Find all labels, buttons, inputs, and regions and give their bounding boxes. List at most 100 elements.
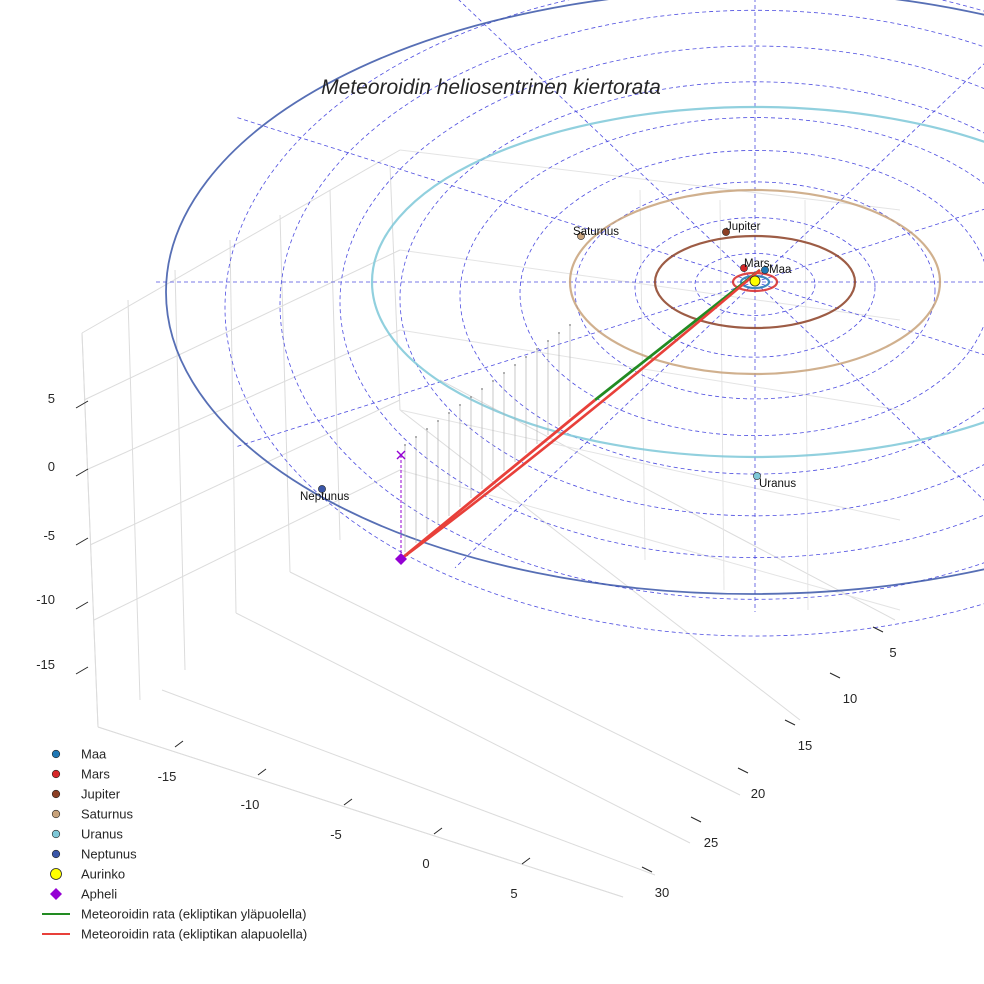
- z-tick-label: -10: [36, 592, 55, 607]
- x-tick-label: -15: [158, 769, 177, 784]
- projection-point: [415, 436, 417, 438]
- wall-grid-line: [229, 239, 237, 614]
- y-tick-label: 20: [751, 786, 765, 801]
- planet-label-neptunus: Neptunus: [300, 491, 349, 503]
- x-tick-mark: [174, 740, 184, 748]
- projection-point: [481, 388, 483, 390]
- legend-entry: Meteoroidin rata (ekliptikan yläpuolella…: [42, 907, 306, 922]
- x-tick-label: 5: [510, 886, 517, 901]
- planet-uranus: [753, 472, 761, 480]
- y-tick-label: 25: [704, 835, 718, 850]
- x-tick-mark: [257, 768, 267, 776]
- planet-neptunus: [318, 485, 326, 493]
- z-tick-mark: [75, 537, 89, 546]
- projection-point: [514, 364, 516, 366]
- x-tick-label: -10: [241, 797, 260, 812]
- y-tick-label: 30: [655, 885, 669, 900]
- legend-entry: Apheli: [50, 887, 117, 902]
- x-tick-label: 0: [422, 856, 429, 871]
- ecliptic-grid: [155, 0, 984, 637]
- legend-marker: [51, 789, 61, 799]
- legend-label: Neptunus: [81, 847, 137, 862]
- legend-marker: [51, 829, 61, 839]
- legend-entry: Mars: [51, 767, 110, 782]
- aphelion-projection-marker: [396, 450, 406, 460]
- legend-label: Mars: [81, 767, 110, 782]
- wall-grid-line: [399, 249, 901, 321]
- z-tick-label: -5: [43, 528, 55, 543]
- x-tick-mark: [521, 857, 531, 865]
- x-tick-mark: [433, 827, 443, 835]
- planet-jupiter: [722, 228, 730, 236]
- floor-grid-line: [289, 571, 741, 796]
- floor-grid-line: [399, 409, 801, 721]
- y-tick-mark: [737, 767, 749, 774]
- legend-label: Apheli: [81, 887, 117, 902]
- legend-entry: Saturnus: [51, 807, 134, 822]
- z-tick-mark: [75, 400, 89, 409]
- y-tick-label: 5: [889, 645, 896, 660]
- chart-title: Meteoroidin heliosentrinen kiertorata: [321, 76, 661, 99]
- wall-grid-line: [719, 199, 725, 591]
- y-tick-label: 10: [843, 691, 857, 706]
- planet-label-uranus: Uranus: [759, 478, 796, 490]
- projection-point: [547, 340, 549, 342]
- wall-grid-line: [804, 199, 809, 611]
- wall-grid-line: [279, 214, 291, 573]
- projection-lines: [400, 324, 571, 559]
- wall-grid-line: [389, 164, 401, 411]
- projection-point: [569, 324, 571, 326]
- ecliptic-ring: [519, 150, 984, 436]
- planet-label-maa: Maa: [769, 264, 792, 276]
- projection-point: [536, 348, 538, 350]
- axis-ticks: 5 0 -5 -10 -15 -15 -10 -5 0 5 5 10 15 20 25 30: [36, 391, 896, 901]
- aphelion-marker: [395, 553, 407, 565]
- projection-point: [404, 444, 406, 446]
- planet-orbits: [165, 0, 984, 595]
- y-tick-label: 15: [798, 738, 812, 753]
- meteoroid-path-below-2: [400, 269, 761, 561]
- ecliptic-spoke: [754, 281, 984, 356]
- wall-grid-line: [399, 149, 901, 211]
- legend-label: Meteoroidin rata (ekliptikan yläpuolella…: [81, 907, 306, 922]
- wall-grid-line: [399, 329, 901, 411]
- wall-grid-line: [93, 469, 401, 621]
- z-tick-label: 0: [48, 459, 55, 474]
- legend-entry: Uranus: [51, 827, 123, 842]
- sun-marker: [749, 275, 761, 287]
- ecliptic-ring: [399, 81, 984, 517]
- z-tick-mark: [75, 468, 89, 477]
- legend-entry: Neptunus: [51, 847, 137, 862]
- y-tick-mark: [641, 866, 653, 873]
- legend-entry: Aurinko: [50, 867, 125, 882]
- legend-label: Saturnus: [81, 807, 134, 822]
- planet-label-jupiter: Jupiter: [726, 221, 761, 233]
- legend-marker: [51, 849, 61, 859]
- legend-label: Jupiter: [81, 787, 121, 802]
- planet-saturnus: [577, 232, 585, 240]
- orbit-neptunus: [165, 0, 984, 595]
- legend-marker: [51, 749, 61, 759]
- projection-point: [459, 404, 461, 406]
- floor-grid-line: [439, 379, 896, 621]
- y-tick-mark: [784, 719, 796, 726]
- y-tick-mark: [872, 626, 884, 633]
- wall-grid-line: [127, 299, 141, 701]
- legend-entry: Jupiter: [51, 787, 121, 802]
- wall-grid-line: [399, 469, 901, 611]
- projection-point: [470, 396, 472, 398]
- projection-point: [503, 372, 505, 374]
- y-tick-mark: [829, 672, 841, 679]
- wall-grid-line: [81, 149, 401, 334]
- projection-point: [426, 428, 428, 430]
- wall-grid-line: [89, 399, 401, 546]
- y-tick-mark: [690, 816, 702, 823]
- wall-grid-line: [83, 249, 401, 401]
- legend-marker: [50, 868, 62, 880]
- ecliptic-ring: [339, 45, 984, 558]
- legend-label: Maa: [81, 747, 107, 762]
- ecliptic-ring: [634, 217, 876, 358]
- legend-marker: [50, 888, 62, 900]
